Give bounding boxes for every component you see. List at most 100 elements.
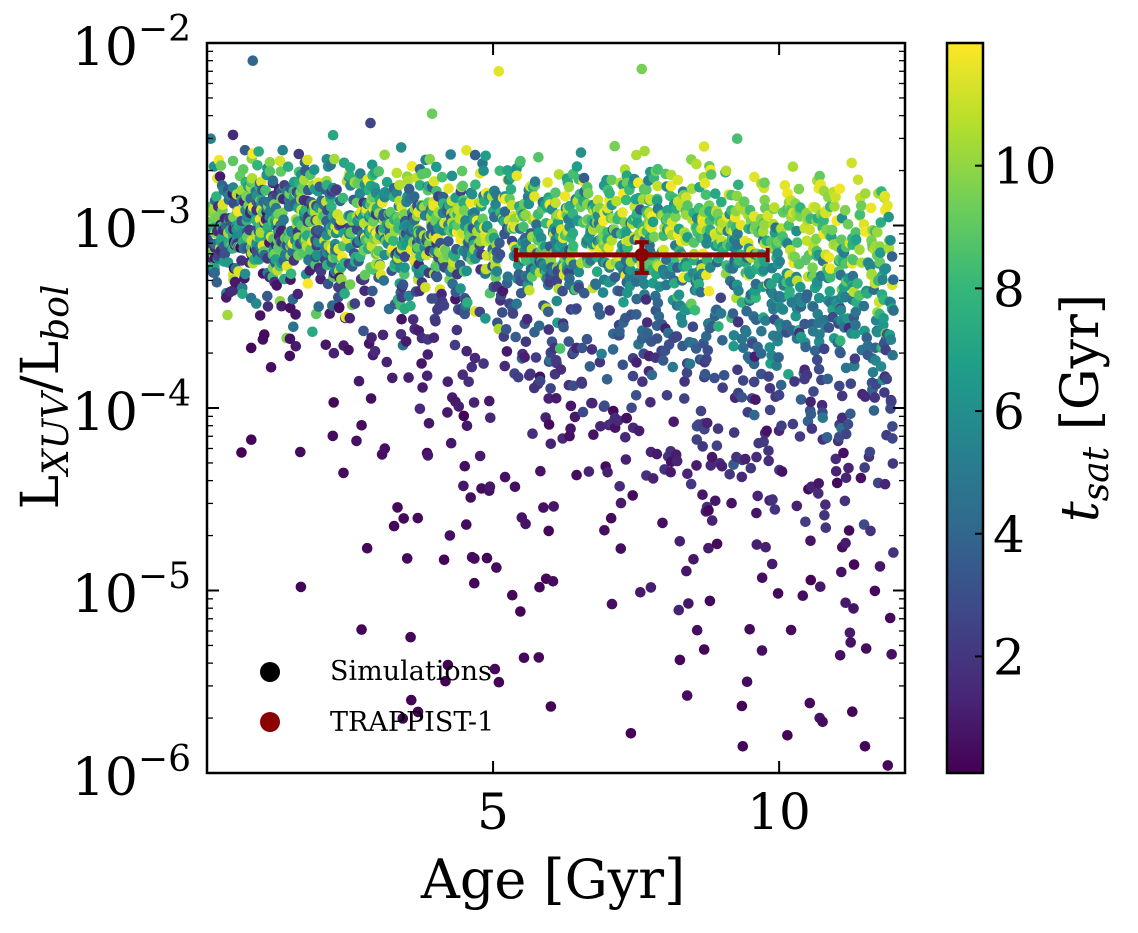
simulation-point bbox=[627, 490, 638, 501]
simulation-point bbox=[366, 332, 377, 343]
simulation-point bbox=[214, 171, 226, 182]
simulation-point bbox=[835, 305, 847, 316]
simulation-point bbox=[869, 585, 881, 597]
simulation-point bbox=[761, 425, 772, 437]
simulation-point bbox=[879, 387, 890, 398]
simulation-point bbox=[620, 432, 631, 443]
simulation-point bbox=[444, 530, 456, 541]
simulation-point bbox=[535, 232, 547, 244]
simulation-point bbox=[702, 345, 714, 356]
simulation-point bbox=[821, 432, 833, 443]
simulation-point bbox=[344, 162, 356, 173]
y-tick-label: 10−2 bbox=[72, 9, 191, 78]
simulation-point bbox=[769, 504, 781, 515]
simulation-point bbox=[290, 309, 301, 320]
simulation-point bbox=[774, 256, 785, 267]
simulation-point bbox=[651, 448, 663, 460]
simulation-point bbox=[615, 543, 627, 554]
simulation-point bbox=[625, 728, 637, 739]
simulation-point bbox=[631, 309, 642, 320]
simulation-point bbox=[835, 347, 846, 359]
simulation-point bbox=[431, 271, 443, 283]
simulation-point bbox=[700, 189, 712, 201]
simulation-point bbox=[284, 333, 296, 345]
simulation-point bbox=[594, 356, 606, 368]
simulation-point bbox=[264, 166, 276, 177]
simulation-point bbox=[530, 352, 542, 363]
simulation-point bbox=[533, 320, 545, 332]
simulation-point bbox=[361, 542, 373, 554]
simulation-point bbox=[752, 490, 763, 502]
simulation-point bbox=[252, 160, 263, 171]
simulation-point bbox=[535, 465, 546, 477]
simulation-point bbox=[886, 251, 898, 262]
simulation-point bbox=[711, 440, 723, 452]
simulation-point bbox=[599, 525, 610, 536]
simulation-point bbox=[817, 716, 828, 728]
simulation-point bbox=[480, 313, 491, 324]
simulation-point bbox=[601, 374, 613, 385]
simulation-point bbox=[665, 180, 677, 192]
simulation-point bbox=[824, 286, 836, 297]
simulation-point bbox=[538, 502, 549, 513]
simulation-point bbox=[497, 307, 508, 318]
simulation-point bbox=[215, 160, 227, 171]
simulation-point bbox=[550, 393, 562, 404]
simulation-point bbox=[825, 272, 836, 283]
simulation-point bbox=[672, 174, 684, 186]
simulation-point bbox=[850, 234, 862, 245]
simulation-point bbox=[461, 420, 473, 432]
simulation-point bbox=[414, 180, 426, 191]
x-tick-label: 10 bbox=[747, 783, 811, 841]
simulation-point bbox=[469, 352, 481, 364]
simulation-point bbox=[850, 328, 861, 340]
simulation-point bbox=[469, 577, 480, 589]
simulation-point bbox=[872, 326, 883, 338]
simulation-point bbox=[620, 194, 632, 206]
simulation-point bbox=[288, 321, 299, 333]
simulation-point bbox=[673, 289, 685, 301]
simulation-point bbox=[468, 397, 480, 408]
simulation-point bbox=[834, 650, 846, 661]
colorbar-label-main: t bbox=[1051, 501, 1111, 522]
simulation-point bbox=[302, 154, 313, 166]
simulation-point bbox=[661, 390, 673, 401]
simulation-point bbox=[563, 181, 575, 193]
simulation-point bbox=[329, 153, 340, 165]
simulation-point bbox=[652, 297, 664, 309]
simulation-point bbox=[328, 397, 340, 408]
simulation-point bbox=[405, 631, 416, 643]
simulation-point bbox=[367, 285, 378, 297]
simulation-point bbox=[509, 481, 521, 493]
simulation-point bbox=[499, 471, 511, 483]
simulation-point bbox=[709, 372, 720, 384]
colorbar: 2 4 6 8 10 tsat [Gyr] bbox=[945, 41, 1117, 775]
simulation-point bbox=[527, 428, 538, 440]
colorbar-label-sub: sat bbox=[1076, 446, 1117, 501]
simulation-point bbox=[576, 342, 588, 354]
simulation-point bbox=[848, 559, 860, 570]
simulation-point bbox=[767, 494, 778, 505]
simulation-point bbox=[829, 201, 840, 212]
simulation-point bbox=[465, 197, 477, 208]
simulation-point bbox=[466, 361, 478, 373]
simulation-point bbox=[446, 170, 458, 182]
simulation-point bbox=[349, 298, 361, 309]
simulation-point bbox=[565, 400, 577, 412]
simulation-point bbox=[681, 690, 693, 701]
simulation-point bbox=[744, 624, 755, 635]
simulation-point bbox=[365, 393, 377, 404]
simulation-point bbox=[888, 305, 899, 316]
simulation-point bbox=[378, 275, 390, 286]
simulation-point bbox=[494, 237, 505, 249]
simulation-point bbox=[739, 196, 750, 207]
simulation-point bbox=[459, 460, 471, 472]
simulation-point bbox=[533, 152, 544, 163]
simulation-point bbox=[400, 336, 412, 347]
simulation-point bbox=[237, 288, 248, 300]
simulation-point bbox=[705, 169, 717, 180]
simulation-point bbox=[455, 283, 466, 294]
simulation-point bbox=[881, 373, 893, 385]
simulation-point bbox=[852, 174, 864, 186]
simulation-point bbox=[609, 272, 621, 283]
